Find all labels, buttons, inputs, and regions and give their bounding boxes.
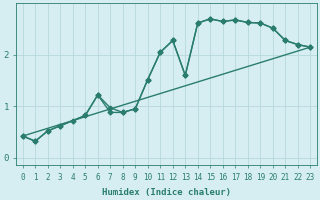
- X-axis label: Humidex (Indice chaleur): Humidex (Indice chaleur): [102, 188, 231, 197]
